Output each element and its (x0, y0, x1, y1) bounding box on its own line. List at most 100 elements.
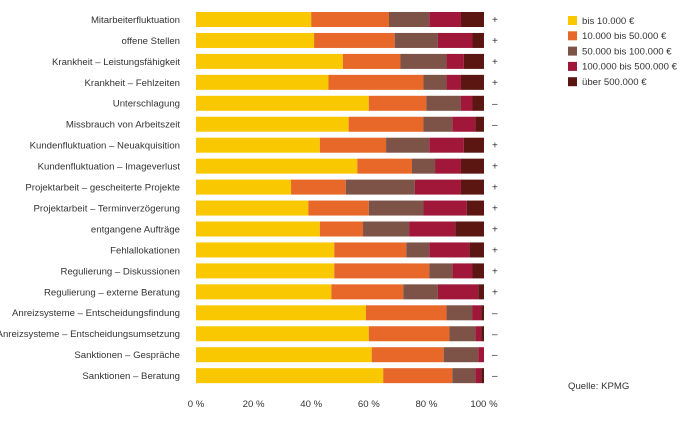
x-tick-label: 40 % (300, 399, 322, 410)
trend-sign: + (492, 183, 498, 194)
bar-segment-3 (443, 347, 479, 363)
bar-segment-3 (452, 368, 476, 384)
bar-segment-2 (368, 326, 450, 342)
category-label: Sanktionen – Gespräche (74, 350, 180, 361)
bar-segment-2 (291, 179, 346, 195)
bar-segment-5 (463, 53, 484, 69)
legend-swatch (568, 31, 577, 41)
legend-swatch (568, 61, 577, 71)
bar-segment-5 (481, 305, 484, 321)
legend-entry: bis 10.000 € (582, 16, 635, 27)
bar-segment-5 (455, 221, 484, 237)
bar-segment-1 (196, 74, 329, 90)
bar-segment-3 (446, 305, 473, 321)
trend-sign: + (492, 78, 498, 89)
trend-sign: + (492, 162, 498, 173)
legend-swatch (568, 46, 577, 56)
trend-sign: + (492, 225, 498, 236)
category-label: Krankheit – Fehlzeiten (85, 78, 180, 89)
bar-segment-5 (466, 200, 484, 216)
bar-segment-1 (196, 263, 335, 279)
category-label: Projektarbeit – gescheiterte Projekte (25, 183, 180, 194)
bar-segment-5 (478, 284, 484, 300)
x-tick-label: 0 % (188, 399, 205, 410)
bar-segment-4 (429, 137, 464, 153)
legend-swatch (568, 16, 577, 25)
bar-segment-3 (403, 284, 438, 300)
bar-segment-2 (342, 53, 401, 69)
bar-segment-2 (314, 32, 395, 48)
category-label: Sanktionen – Beratung (82, 371, 180, 382)
bar-segment-4 (452, 263, 473, 279)
bar-segment-3 (429, 263, 453, 279)
bar-segment-1 (196, 53, 343, 69)
bar-segment-4 (475, 368, 482, 384)
category-label: Unterschlagung (113, 99, 180, 110)
bar-segment-4 (475, 326, 482, 342)
bar-segment-3 (388, 12, 430, 27)
bar-segment-1 (196, 158, 358, 174)
bar-segment-5 (475, 116, 484, 132)
bar-segment-4 (435, 158, 461, 174)
bar-segment-2 (334, 242, 407, 258)
bar-segment-4 (409, 221, 456, 237)
bar-segment-3 (426, 95, 461, 111)
legend-entry: 10.000 bis 50.000 € (582, 31, 667, 42)
bar-segment-3 (449, 326, 476, 342)
category-label: Anreizsysteme – Entscheidungsfindung (12, 308, 180, 319)
bar-segment-1 (196, 305, 366, 321)
x-tick-label: 20 % (243, 399, 265, 410)
category-label: Missbrauch von Arbeitszeit (66, 120, 180, 131)
category-label: Kundenfluktuation – Imageverlust (38, 162, 181, 173)
bar-segment-3 (368, 200, 424, 216)
bar-segment-2 (311, 12, 389, 27)
trend-sign: + (492, 266, 498, 277)
trend-sign: + (492, 36, 498, 47)
bar-segment-1 (196, 12, 312, 27)
category-label: Mitarbeiterfluktuation (91, 15, 180, 26)
bar-segment-1 (196, 179, 292, 195)
bar-segment-4 (437, 32, 473, 48)
x-tick-label: 80 % (415, 399, 437, 410)
bar-segment-5 (481, 326, 484, 342)
trend-sign: – (492, 329, 498, 340)
bar-segment-2 (348, 116, 424, 132)
category-label: Fehlallokationen (110, 245, 180, 256)
trend-sign: – (492, 371, 498, 382)
bar-segment-3 (386, 137, 430, 153)
bar-segment-1 (196, 95, 369, 111)
legend-entry: 100.000 bis 500.000 € (582, 62, 678, 73)
bar-segment-2 (383, 368, 453, 384)
bar-segment-3 (406, 242, 430, 258)
trend-sign: – (492, 120, 498, 131)
bar-series (196, 12, 484, 384)
bar-segment-5 (463, 137, 484, 153)
bar-segment-4 (472, 305, 482, 321)
bar-segment-3 (363, 221, 410, 237)
bar-segment-1 (196, 200, 309, 216)
bar-segment-5 (469, 242, 484, 258)
bar-segment-4 (446, 74, 461, 90)
legend: bis 10.000 € 10.000 bis 50.000 € 50.000 bi… (568, 16, 678, 88)
bar-segment-1 (196, 32, 315, 48)
bar-segment-2 (319, 221, 364, 237)
trend-sign: – (492, 99, 498, 110)
source-note: Quelle: KPMG (568, 381, 629, 392)
bar-segment-1 (196, 347, 372, 363)
trend-sign: + (492, 204, 498, 215)
bar-segment-2 (328, 74, 424, 90)
bar-segment-4 (414, 179, 461, 195)
bar-segment-5 (460, 74, 484, 90)
bar-segment-5 (472, 95, 484, 111)
bar-segment-1 (196, 284, 332, 300)
legend-entry: 50.000 bis 100.000 € (582, 46, 672, 57)
bar-segment-2 (357, 158, 412, 174)
bar-segment-4 (478, 347, 484, 363)
category-label: Kundenfluktuation – Neuakquisition (30, 141, 180, 152)
bar-segment-5 (460, 12, 484, 27)
legend-swatch (568, 77, 577, 87)
x-tick-label: 100 % (470, 399, 498, 410)
bar-segment-2 (331, 284, 404, 300)
trend-sign: – (492, 308, 498, 319)
